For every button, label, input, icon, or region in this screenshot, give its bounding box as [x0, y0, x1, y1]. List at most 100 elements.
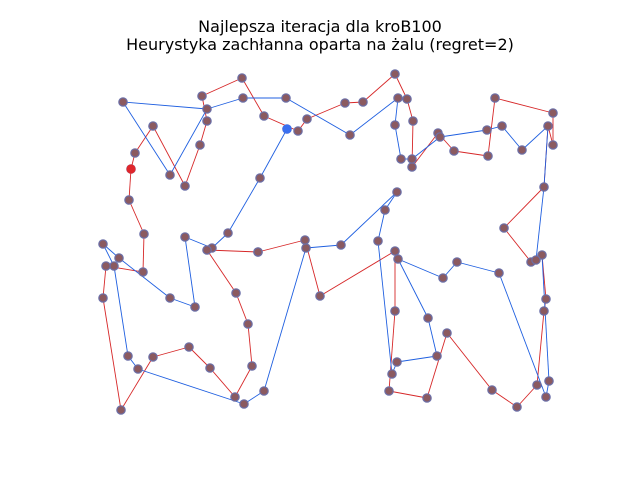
cycle1-edges: [102, 73, 554, 411]
city-node: [393, 93, 403, 103]
cycle1-edge: [102, 265, 107, 299]
cycle2-edge: [305, 244, 342, 249]
city-node: [253, 247, 263, 257]
cycle2-edge: [396, 355, 438, 363]
city-node: [402, 94, 412, 104]
city-node: [499, 223, 509, 233]
cycle1-edge: [234, 365, 253, 398]
city-node: [259, 111, 269, 121]
cycle1-edge: [446, 332, 493, 391]
cycle1-edge: [102, 297, 122, 411]
city-node: [238, 93, 248, 103]
city-node: [165, 170, 175, 180]
cycle2-edge: [263, 247, 307, 392]
city-node: [165, 293, 175, 303]
cycle1-edge: [536, 310, 545, 386]
cycle1-edge: [411, 132, 439, 168]
city-node: [539, 306, 549, 316]
city-node: [123, 351, 133, 361]
cycle1-edge: [491, 389, 518, 408]
start-node-2: [282, 124, 292, 134]
city-node: [358, 97, 368, 107]
city-node: [390, 120, 400, 130]
cycle1-edge: [247, 323, 253, 367]
city-node: [390, 69, 400, 79]
cycle1-edge: [152, 125, 186, 187]
city-node: [148, 352, 158, 362]
city-node: [541, 294, 551, 304]
cycle2-edge: [427, 317, 438, 357]
city-node: [259, 386, 269, 396]
city-node: [408, 116, 418, 126]
city-node: [482, 125, 492, 135]
cycle1-edge: [362, 73, 396, 103]
cycle2-edge: [169, 108, 208, 176]
city-node: [387, 369, 397, 379]
city-node: [539, 182, 549, 192]
city-node: [195, 140, 205, 150]
city-node: [487, 385, 497, 395]
city-node: [390, 306, 400, 316]
cycle2-edge: [397, 258, 429, 319]
cycle2-edge: [439, 129, 488, 138]
cycle2-edge: [541, 254, 550, 382]
city-node: [114, 253, 124, 263]
cycle2-edge: [137, 368, 245, 405]
cycle2-edge: [456, 261, 500, 274]
cycle1-edge: [263, 115, 299, 132]
city-node: [494, 268, 504, 278]
city-node: [109, 261, 119, 271]
cycle2-edge: [501, 125, 523, 151]
city-node: [544, 376, 554, 386]
cycle1-edge: [241, 77, 265, 117]
city-node: [345, 130, 355, 140]
cycle1-edge: [306, 102, 346, 120]
cycle1-edge: [487, 97, 496, 157]
city-node: [423, 313, 433, 323]
city-node: [98, 239, 108, 249]
city-node: [490, 93, 500, 103]
city-node: [180, 181, 190, 191]
city-node: [396, 154, 406, 164]
cycle1-edge: [128, 168, 132, 201]
city-node: [148, 121, 158, 131]
city-node: [390, 246, 400, 256]
cycle2-edge: [498, 272, 547, 398]
cycle2-edge: [377, 240, 393, 375]
cycle2-edge: [259, 128, 288, 179]
city-node: [432, 351, 442, 361]
city-node: [452, 257, 462, 267]
city-node: [202, 104, 212, 114]
city-node: [202, 245, 212, 255]
cycle1-edge: [201, 77, 243, 97]
city-node: [497, 121, 507, 131]
cycle1-edge: [453, 150, 489, 157]
cycle1-edge: [142, 233, 145, 273]
cycle1-edge: [209, 367, 236, 398]
cycle2-edge: [122, 101, 171, 176]
city-node: [483, 151, 493, 161]
start-node-1: [126, 164, 136, 174]
city-node: [541, 392, 551, 402]
cycle1-edge: [184, 144, 201, 187]
cycle2-edges: [102, 97, 550, 405]
city-node: [517, 145, 527, 155]
city-node: [98, 293, 108, 303]
cycle2-edge: [340, 191, 398, 246]
city-node: [393, 254, 403, 264]
cycle2-edge: [184, 236, 196, 308]
city-node: [231, 288, 241, 298]
city-node: [190, 302, 200, 312]
city-node: [380, 205, 390, 215]
city-node: [392, 357, 402, 367]
city-node: [133, 364, 143, 374]
city-node: [130, 148, 140, 158]
city-node: [237, 73, 247, 83]
city-node: [230, 392, 240, 402]
city-node: [449, 146, 459, 156]
city-node: [543, 121, 553, 131]
cycle1-edge: [152, 346, 190, 358]
city-node: [184, 342, 194, 352]
cycle1-edge: [257, 239, 306, 253]
